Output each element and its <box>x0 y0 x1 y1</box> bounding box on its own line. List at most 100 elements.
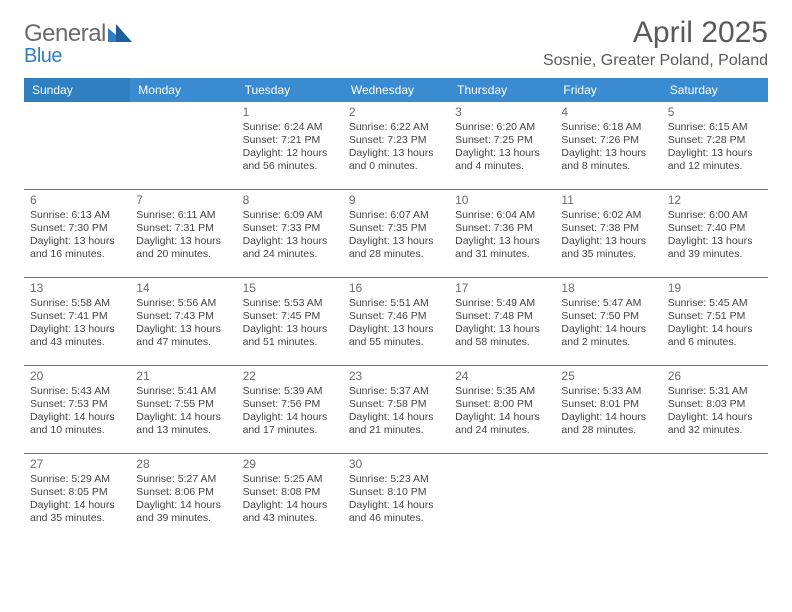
sunset-line: Sunset: 7:35 PM <box>349 222 443 235</box>
day-number: 9 <box>349 193 443 208</box>
calendar-day-cell: 23Sunrise: 5:37 AMSunset: 7:58 PMDayligh… <box>343 366 449 454</box>
sunset-line: Sunset: 8:05 PM <box>30 486 124 499</box>
sunrise-line: Sunrise: 6:15 AM <box>668 121 762 134</box>
sunset-line: Sunset: 7:38 PM <box>561 222 655 235</box>
daylight-line: Daylight: 14 hours and 17 minutes. <box>243 411 337 437</box>
daylight-line: Daylight: 13 hours and 47 minutes. <box>136 323 230 349</box>
sunrise-line: Sunrise: 6:02 AM <box>561 209 655 222</box>
calendar-day-cell: 22Sunrise: 5:39 AMSunset: 7:56 PMDayligh… <box>237 366 343 454</box>
sunrise-line: Sunrise: 6:13 AM <box>30 209 124 222</box>
daylight-line: Daylight: 14 hours and 39 minutes. <box>136 499 230 525</box>
day-number: 8 <box>243 193 337 208</box>
calendar-day-cell: 3Sunrise: 6:20 AMSunset: 7:25 PMDaylight… <box>449 102 555 190</box>
brand-general: General <box>24 20 106 47</box>
day-number: 18 <box>561 281 655 296</box>
calendar-week-row: 13Sunrise: 5:58 AMSunset: 7:41 PMDayligh… <box>24 278 768 366</box>
sunset-line: Sunset: 8:00 PM <box>455 398 549 411</box>
sunset-line: Sunset: 7:21 PM <box>243 134 337 147</box>
day-number: 6 <box>30 193 124 208</box>
day-header: Wednesday <box>343 78 449 102</box>
daylight-line: Daylight: 13 hours and 39 minutes. <box>668 235 762 261</box>
sunset-line: Sunset: 7:41 PM <box>30 310 124 323</box>
day-number: 10 <box>455 193 549 208</box>
sunrise-line: Sunrise: 5:37 AM <box>349 385 443 398</box>
calendar-day-cell: 14Sunrise: 5:56 AMSunset: 7:43 PMDayligh… <box>130 278 236 366</box>
sunrise-line: Sunrise: 6:24 AM <box>243 121 337 134</box>
calendar-day-cell: 26Sunrise: 5:31 AMSunset: 8:03 PMDayligh… <box>662 366 768 454</box>
calendar-day-cell: 2Sunrise: 6:22 AMSunset: 7:23 PMDaylight… <box>343 102 449 190</box>
sunset-line: Sunset: 8:06 PM <box>136 486 230 499</box>
sunset-line: Sunset: 7:46 PM <box>349 310 443 323</box>
calendar-day-cell: 15Sunrise: 5:53 AMSunset: 7:45 PMDayligh… <box>237 278 343 366</box>
sunset-line: Sunset: 7:28 PM <box>668 134 762 147</box>
day-number: 7 <box>136 193 230 208</box>
sunrise-line: Sunrise: 6:22 AM <box>349 121 443 134</box>
sunrise-line: Sunrise: 5:47 AM <box>561 297 655 310</box>
calendar-day-cell: 16Sunrise: 5:51 AMSunset: 7:46 PMDayligh… <box>343 278 449 366</box>
sunrise-line: Sunrise: 5:23 AM <box>349 473 443 486</box>
header: General Blue April 2025 Sosnie, Greater … <box>24 16 768 70</box>
daylight-line: Daylight: 14 hours and 32 minutes. <box>668 411 762 437</box>
sunrise-line: Sunrise: 5:27 AM <box>136 473 230 486</box>
calendar-day-cell: 9Sunrise: 6:07 AMSunset: 7:35 PMDaylight… <box>343 190 449 278</box>
calendar-day-cell: 4Sunrise: 6:18 AMSunset: 7:26 PMDaylight… <box>555 102 661 190</box>
sunrise-line: Sunrise: 6:11 AM <box>136 209 230 222</box>
calendar-day-cell: 6Sunrise: 6:13 AMSunset: 7:30 PMDaylight… <box>24 190 130 278</box>
sunset-line: Sunset: 8:01 PM <box>561 398 655 411</box>
day-number: 12 <box>668 193 762 208</box>
day-number: 13 <box>30 281 124 296</box>
day-number: 1 <box>243 105 337 120</box>
day-number: 22 <box>243 369 337 384</box>
daylight-line: Daylight: 14 hours and 46 minutes. <box>349 499 443 525</box>
calendar-day-cell: 25Sunrise: 5:33 AMSunset: 8:01 PMDayligh… <box>555 366 661 454</box>
sunset-line: Sunset: 7:25 PM <box>455 134 549 147</box>
calendar-day-cell: 30Sunrise: 5:23 AMSunset: 8:10 PMDayligh… <box>343 454 449 542</box>
calendar-day-cell: 24Sunrise: 5:35 AMSunset: 8:00 PMDayligh… <box>449 366 555 454</box>
sunrise-line: Sunrise: 5:41 AM <box>136 385 230 398</box>
daylight-line: Daylight: 13 hours and 43 minutes. <box>30 323 124 349</box>
brand-triangle-icon <box>108 24 134 44</box>
calendar-header-row: SundayMondayTuesdayWednesdayThursdayFrid… <box>24 78 768 102</box>
daylight-line: Daylight: 14 hours and 13 minutes. <box>136 411 230 437</box>
calendar-day-cell: 7Sunrise: 6:11 AMSunset: 7:31 PMDaylight… <box>130 190 236 278</box>
brand-logo: General Blue <box>24 22 134 66</box>
sunset-line: Sunset: 7:55 PM <box>136 398 230 411</box>
daylight-line: Daylight: 13 hours and 16 minutes. <box>30 235 124 261</box>
sunset-line: Sunset: 8:10 PM <box>349 486 443 499</box>
sunset-line: Sunset: 7:26 PM <box>561 134 655 147</box>
sunrise-line: Sunrise: 6:07 AM <box>349 209 443 222</box>
day-number: 14 <box>136 281 230 296</box>
sunrise-line: Sunrise: 5:25 AM <box>243 473 337 486</box>
sunset-line: Sunset: 7:36 PM <box>455 222 549 235</box>
sunrise-line: Sunrise: 6:09 AM <box>243 209 337 222</box>
day-number: 11 <box>561 193 655 208</box>
day-number: 27 <box>30 457 124 472</box>
sunrise-line: Sunrise: 5:53 AM <box>243 297 337 310</box>
day-number: 20 <box>30 369 124 384</box>
sunset-line: Sunset: 7:33 PM <box>243 222 337 235</box>
day-number: 24 <box>455 369 549 384</box>
calendar-day-cell: 18Sunrise: 5:47 AMSunset: 7:50 PMDayligh… <box>555 278 661 366</box>
daylight-line: Daylight: 13 hours and 31 minutes. <box>455 235 549 261</box>
daylight-line: Daylight: 14 hours and 24 minutes. <box>455 411 549 437</box>
day-number: 29 <box>243 457 337 472</box>
sunrise-line: Sunrise: 5:29 AM <box>30 473 124 486</box>
sunset-line: Sunset: 7:56 PM <box>243 398 337 411</box>
sunrise-line: Sunrise: 5:51 AM <box>349 297 443 310</box>
day-header: Friday <box>555 78 661 102</box>
daylight-line: Daylight: 13 hours and 58 minutes. <box>455 323 549 349</box>
calendar-week-row: 1Sunrise: 6:24 AMSunset: 7:21 PM Daylight… <box>24 102 768 190</box>
daylight-line: Daylight: 13 hours and 24 minutes. <box>243 235 337 261</box>
calendar-day-cell <box>449 454 555 542</box>
calendar-day-cell <box>555 454 661 542</box>
day-number: 30 <box>349 457 443 472</box>
day-number: 16 <box>349 281 443 296</box>
sunrise-line: Sunrise: 6:04 AM <box>455 209 549 222</box>
sunrise-line: Sunrise: 6:00 AM <box>668 209 762 222</box>
day-number: 17 <box>455 281 549 296</box>
daylight-line: Daylight: 13 hours and 0 minutes. <box>349 147 443 173</box>
sunrise-line: Sunrise: 5:45 AM <box>668 297 762 310</box>
daylight-line: Daylight: 14 hours and 2 minutes. <box>561 323 655 349</box>
daylight-line: Daylight: 13 hours and 35 minutes. <box>561 235 655 261</box>
calendar-day-cell <box>130 102 236 190</box>
